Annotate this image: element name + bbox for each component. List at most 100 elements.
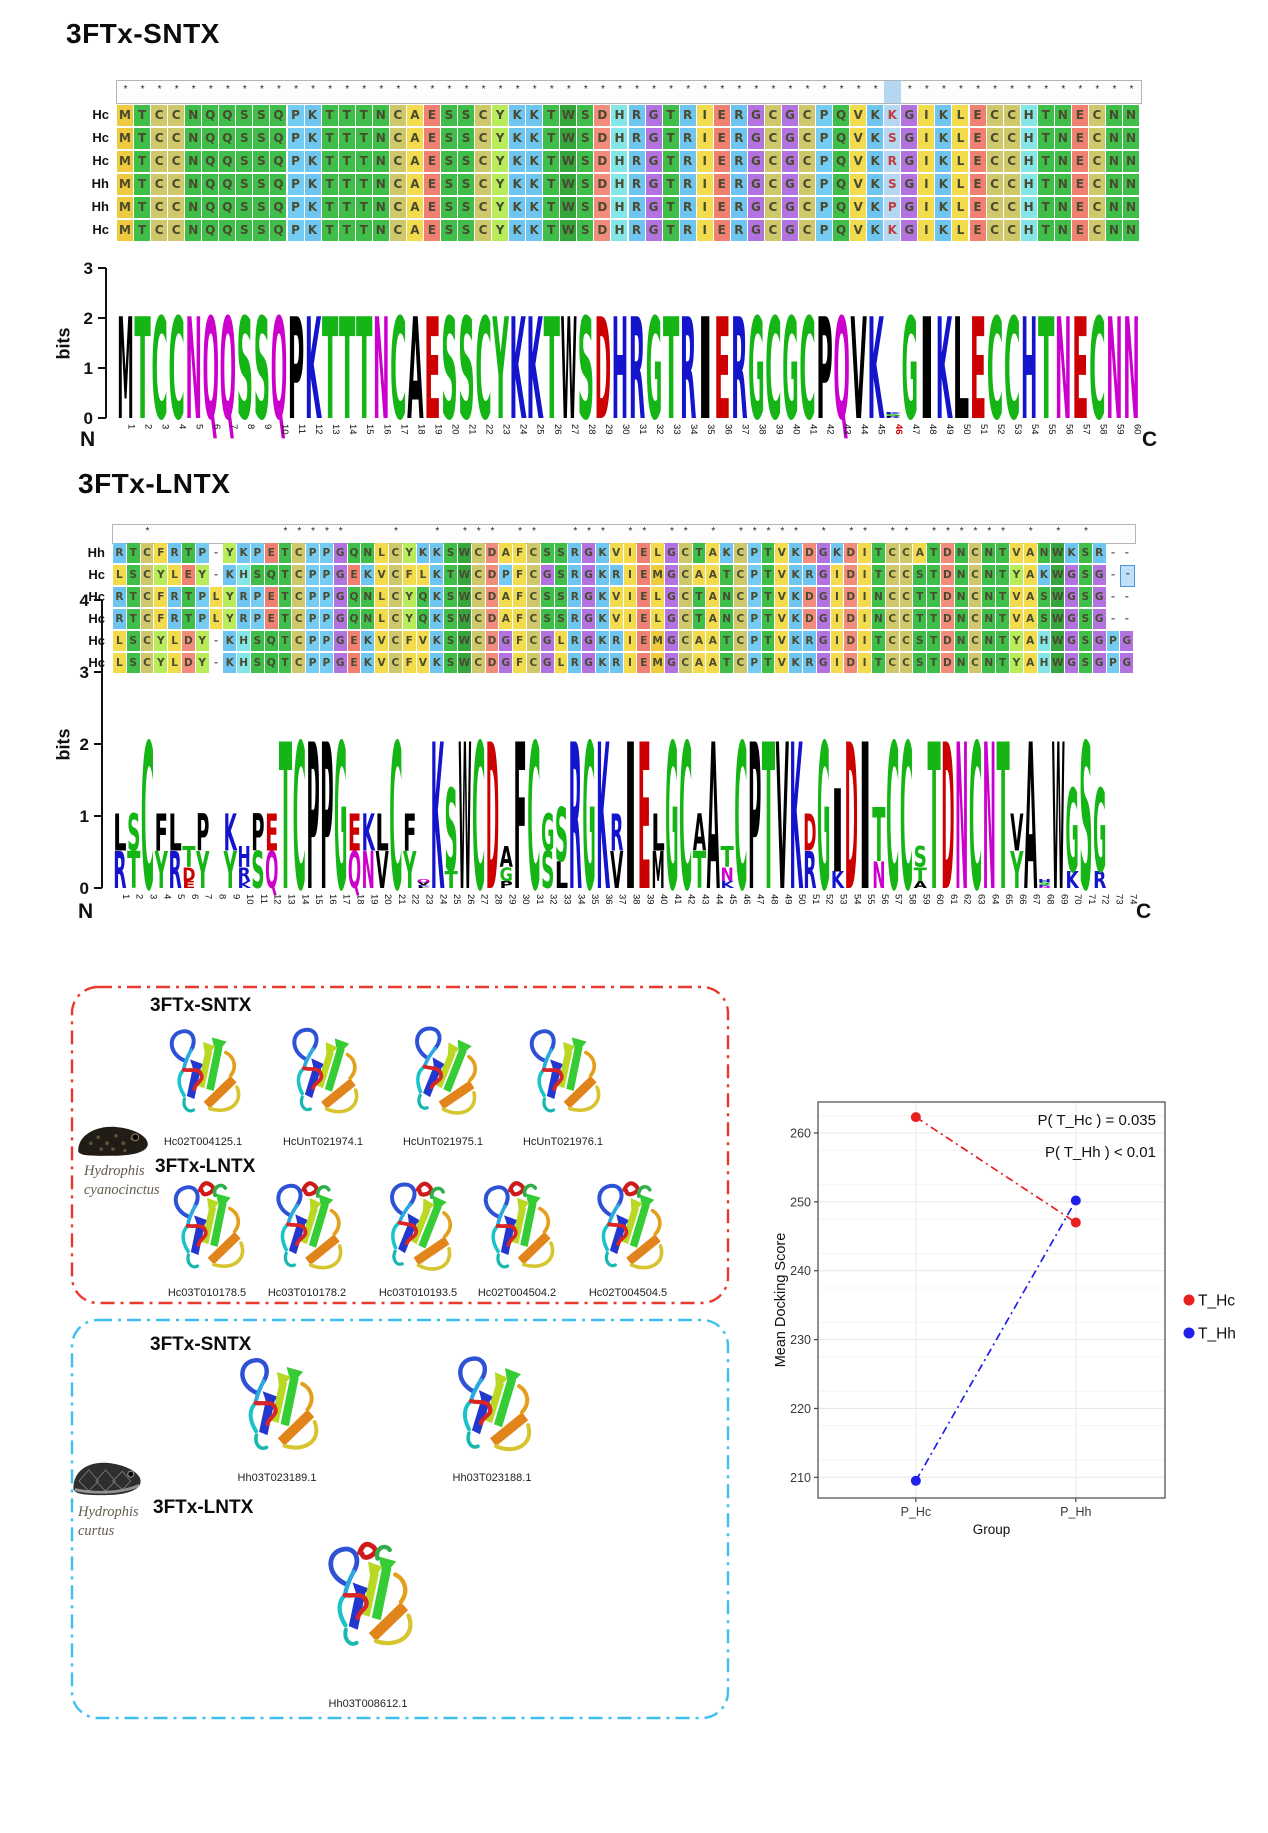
residue-cell: P [1106,631,1120,651]
residue-cell: G [645,128,662,149]
data-point-T_Hh [910,1475,921,1486]
residue-cell: D [941,543,954,563]
residue-cell: T [338,128,355,149]
svg-text:9: 9 [262,424,273,429]
residue-cell: G [781,151,798,172]
residue-cell: Q [219,220,236,241]
conservation-asterisk: * [822,84,827,95]
residue-cell: R [628,174,645,195]
residue-cell: Q [219,174,236,195]
residue-cell: K [361,653,375,673]
residue-cell: C [151,174,168,195]
residue-cell: R [730,105,747,126]
residue-cell: I [830,653,844,673]
conservation-asterisk: * [924,84,929,95]
conservation-asterisk: * [932,526,937,537]
residue-cell: I [858,565,871,585]
residue-cell: I [858,631,871,651]
residue-cell: N [982,631,996,651]
residue-cell: G [747,151,764,172]
residue-cell: S [458,197,475,218]
svg-text:C: C [151,288,167,452]
residue-cell: Y [154,631,168,651]
residue-cell: M [117,174,134,195]
residue-cell: C [799,105,816,126]
residue-cell: G [333,631,347,651]
residue-cell: C [899,631,913,651]
svg-text:G: G [582,702,595,936]
residue-cell: P [816,128,833,149]
residue-cell: I [918,220,935,241]
svg-text:D: D [941,702,954,936]
residue-cell: G [333,565,347,585]
residue-cell: V [375,653,388,673]
legend-label-T_Hc: T_Hc [1198,1293,1235,1310]
residue-cell: Y [154,653,168,673]
svg-text:31: 31 [637,424,648,435]
residue-cell: - [1124,613,1129,625]
residue-cell: K [304,220,321,241]
residue-cell: N [954,653,968,673]
residue-cell: T [662,220,679,241]
residue-cell: C [734,609,747,629]
residue-cell: Y [1010,653,1023,673]
residue-cell: K [789,543,802,563]
svg-text:40: 40 [790,424,801,435]
residue-cell: S [253,128,270,149]
residue-cell: S [458,128,475,149]
residue-cell: K [509,174,526,195]
residue-cell: S [440,220,457,241]
residue-cell: E [969,174,986,195]
residue-cell: C [527,631,540,651]
residue-cell: N [982,609,996,629]
residue-cell: R [568,653,582,673]
svg-text:1: 1 [120,894,131,899]
svg-text:54: 54 [851,894,862,905]
residue-cell: W [560,220,577,241]
residue-cell: T [355,197,372,218]
lntx-row-label: Hc [88,589,105,604]
svg-text:5: 5 [194,424,205,429]
svg-text:18: 18 [415,424,426,435]
svg-text:49: 49 [944,424,955,435]
residue-cell: R [113,543,126,563]
conservation-asterisk: * [362,84,367,95]
svg-text:L: L [375,804,388,863]
residue-cell: G [816,565,830,585]
svg-text:I: I [697,288,713,452]
residue-cell: T [543,128,560,149]
protein-structure-sntx [440,1350,544,1462]
residue-cell: N [1054,220,1071,241]
residue-cell: P [747,609,761,629]
svg-text:260: 260 [790,1126,811,1140]
lntx-n-terminus-label: N [78,900,94,923]
residue-cell: S [554,587,568,607]
svg-text:K: K [720,880,734,891]
residue-cell: D [803,609,816,629]
svg-text:P: P [288,288,304,452]
svg-text:C: C [765,288,781,452]
residue-cell: E [1071,128,1088,149]
svg-text:S: S [251,841,264,900]
residue-cell: D [485,565,499,585]
residue-cell: G [1065,587,1078,607]
residue-cell: C [968,587,982,607]
svg-text:A: A [407,288,423,452]
svg-text:240: 240 [790,1264,811,1278]
conservation-asterisk: * [145,526,150,537]
residue-cell: H [1020,105,1037,126]
residue-cell: C [140,565,154,585]
svg-text:C: C [886,702,899,936]
residue-cell: C [1088,197,1105,218]
protein-structure-lntx [260,1178,354,1280]
residue-cell: - [1110,591,1116,603]
svg-text:T: T [134,288,150,452]
svg-text:H: H [1021,288,1037,452]
svg-text:44: 44 [859,424,870,435]
residue-cell: Q [202,220,219,241]
residue-cell: V [775,565,789,585]
svg-text:T: T [356,288,372,452]
residue-cell: K [935,197,952,218]
residue-cell: P [251,587,264,607]
residue-cell: R [679,197,696,218]
